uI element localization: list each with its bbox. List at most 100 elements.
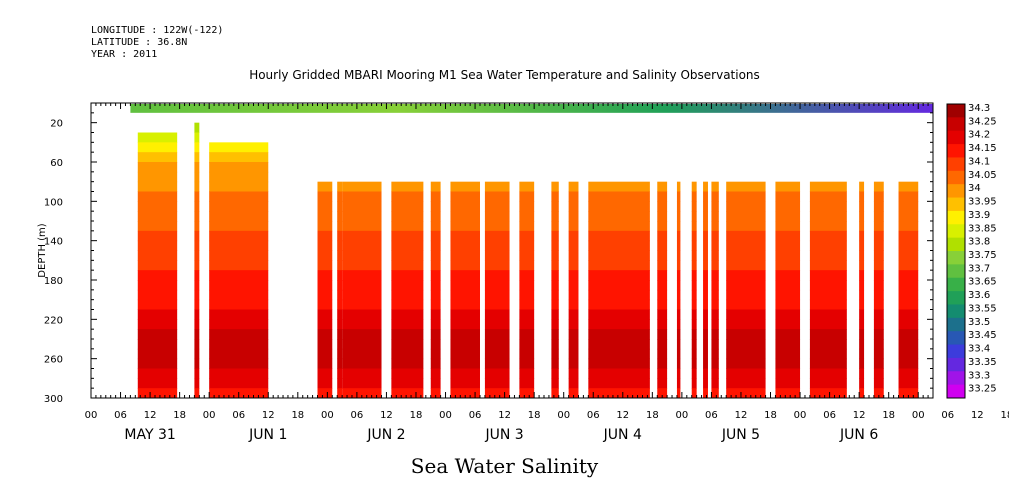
salinity-cell <box>137 358 178 369</box>
salinity-cell <box>519 240 535 251</box>
salinity-cell <box>898 368 919 379</box>
salinity-cell <box>657 181 668 192</box>
salinity-cell <box>568 211 579 222</box>
salinity-cell <box>809 289 847 301</box>
salinity-cell <box>519 319 535 330</box>
colorbar-swatch <box>947 104 965 118</box>
salinity-cell <box>209 230 269 242</box>
salinity-cell <box>450 270 480 281</box>
salinity-cell <box>317 221 333 232</box>
salinity-cell <box>342 378 382 389</box>
salinity-cell <box>703 378 708 389</box>
salinity-cell <box>873 348 884 360</box>
salinity-cell <box>450 319 480 330</box>
salinity-cell <box>703 289 708 301</box>
salinity-cell <box>676 329 681 340</box>
chart-title: Hourly Gridded MBARI Mooring M1 Sea Wate… <box>249 68 760 82</box>
salinity-cell <box>209 201 269 212</box>
salinity-cell <box>337 378 343 389</box>
salinity-cell <box>137 289 178 301</box>
salinity-cell <box>450 348 480 360</box>
salinity-cell <box>588 368 650 379</box>
salinity-cell <box>194 329 200 340</box>
salinity-cell <box>657 378 668 389</box>
salinity-cell <box>450 211 480 222</box>
salinity-cell <box>691 211 697 222</box>
x-tick-label: 12 <box>853 410 866 421</box>
salinity-cell <box>873 388 884 399</box>
salinity-cell <box>588 230 650 242</box>
salinity-cell <box>873 339 884 350</box>
salinity-cell <box>676 339 681 350</box>
salinity-cell <box>484 280 510 291</box>
salinity-cell <box>430 319 441 330</box>
colorbar-label: 33.5 <box>968 317 990 328</box>
salinity-cell <box>194 309 200 320</box>
y-tick-label: 60 <box>50 158 63 169</box>
colorbar-swatch <box>947 277 965 292</box>
salinity-cell <box>342 230 382 242</box>
salinity-cell <box>519 270 535 281</box>
salinity-cell <box>726 230 766 242</box>
salinity-cell <box>898 388 919 399</box>
x-tick-label: 06 <box>351 410 364 421</box>
salinity-cell <box>209 152 269 163</box>
salinity-cell <box>317 260 333 271</box>
salinity-cell <box>568 240 579 251</box>
salinity-cell <box>551 309 559 320</box>
salinity-cell <box>342 329 382 340</box>
salinity-cell <box>551 191 559 202</box>
x-tick-label: 00 <box>794 410 807 421</box>
salinity-cell <box>809 260 847 271</box>
salinity-cell <box>137 250 178 261</box>
colorbar-swatch <box>947 251 965 265</box>
salinity-cell <box>450 201 480 212</box>
salinity-cell <box>691 388 697 399</box>
salinity-cell <box>873 280 884 291</box>
salinity-cell <box>137 260 178 271</box>
salinity-cell <box>873 250 884 261</box>
salinity-cell <box>430 358 441 369</box>
colorbar-label: 33.45 <box>968 330 997 341</box>
salinity-cell <box>391 348 424 360</box>
salinity-cell <box>726 289 766 301</box>
salinity-cell <box>859 201 865 212</box>
salinity-cell <box>209 211 269 222</box>
salinity-cell <box>450 191 480 202</box>
salinity-cell <box>726 368 766 379</box>
salinity-cell <box>391 240 424 251</box>
salinity-cell <box>450 250 480 261</box>
salinity-cell <box>194 299 200 310</box>
colorbar-swatch <box>947 304 965 319</box>
salinity-cell <box>691 299 697 310</box>
salinity-cell <box>703 250 708 261</box>
salinity-cell <box>711 260 719 271</box>
salinity-cell <box>859 319 865 330</box>
salinity-cell <box>194 260 200 271</box>
salinity-cell <box>691 181 697 192</box>
salinity-cell <box>137 132 178 143</box>
salinity-cell <box>873 289 884 301</box>
salinity-cell <box>391 250 424 261</box>
salinity-cell <box>450 240 480 251</box>
salinity-cell <box>676 211 681 222</box>
salinity-cell <box>676 280 681 291</box>
x-tick-label: 00 <box>676 410 689 421</box>
salinity-cell <box>568 250 579 261</box>
salinity-cell <box>137 142 178 153</box>
salinity-cell <box>859 221 865 232</box>
salinity-cell <box>317 289 333 301</box>
salinity-cell <box>484 201 510 212</box>
salinity-cell <box>337 240 343 251</box>
salinity-cell <box>726 358 766 369</box>
salinity-cell <box>519 339 535 350</box>
salinity-cell <box>568 230 579 242</box>
salinity-cell <box>809 378 847 389</box>
salinity-cell <box>551 388 559 399</box>
salinity-cell <box>703 368 708 379</box>
x-tick-label: 00 <box>203 410 216 421</box>
salinity-cell <box>859 191 865 202</box>
x-tick-label: 18 <box>764 410 777 421</box>
salinity-cell <box>588 240 650 251</box>
salinity-cell <box>726 260 766 271</box>
